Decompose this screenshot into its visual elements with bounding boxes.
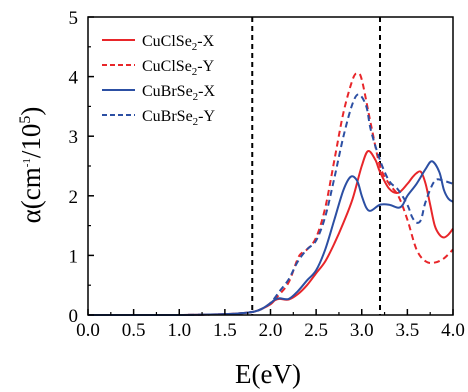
y-axis-title-mid: /10 bbox=[16, 124, 46, 159]
series-line-cuclse2-x bbox=[88, 150, 454, 317]
y-axis-title-prefix: α(cm bbox=[16, 167, 46, 223]
legend-label-base: CuClSe bbox=[142, 58, 192, 75]
y-tick-label: 3 bbox=[69, 127, 79, 148]
series-layer bbox=[88, 72, 454, 317]
x-tick-label: 2.5 bbox=[304, 320, 328, 341]
legend-label-base: CuBrSe bbox=[142, 83, 193, 100]
legend-label-sub: 2 bbox=[193, 91, 199, 103]
y-axis-title-suffix: ) bbox=[16, 107, 46, 116]
legend-label-sub: 2 bbox=[192, 66, 198, 78]
y-tick-label: 2 bbox=[69, 187, 79, 208]
series-line-cubrse2-y bbox=[88, 93, 454, 317]
x-tick-label: 0.5 bbox=[122, 320, 146, 341]
legend-label-cubrse2-x: CuBrSe2-X bbox=[142, 83, 216, 103]
x-tick-label: 2.0 bbox=[259, 320, 283, 341]
legend-label-tail: -X bbox=[198, 83, 215, 100]
y-tick-label: 5 bbox=[69, 8, 79, 29]
x-tick-label: 0.0 bbox=[76, 320, 100, 341]
y-axis-title-exp1: -1 bbox=[21, 158, 33, 167]
legend-label-tail: -Y bbox=[198, 108, 215, 125]
x-tick-label: 1.5 bbox=[213, 320, 237, 341]
legend-label-base: CuBrSe bbox=[142, 108, 193, 125]
x-tick-label: 3.0 bbox=[350, 320, 374, 341]
y-tick-label: 1 bbox=[69, 246, 79, 267]
x-tick-label: 4.0 bbox=[441, 320, 465, 341]
x-axis-title: E(eV) bbox=[235, 359, 301, 389]
legend-label-base: CuClSe bbox=[142, 33, 192, 50]
y-axis-title-exp2: 5 bbox=[17, 116, 34, 124]
series-line-cubrse2-x bbox=[88, 160, 454, 317]
x-tick-label: 3.5 bbox=[396, 320, 420, 341]
y-axis-title: α(cm-1/105) bbox=[16, 107, 46, 224]
legend-label-tail: -X bbox=[197, 33, 214, 50]
x-tick-label: 1.0 bbox=[167, 320, 191, 341]
legend-label-sub: 2 bbox=[193, 116, 199, 128]
legend-label-sub: 2 bbox=[192, 41, 198, 53]
legend-label-tail: -Y bbox=[197, 58, 214, 75]
y-axis-ticks: 0 1 2 3 4 5 bbox=[69, 8, 94, 327]
y-tick-label: 0 bbox=[69, 306, 79, 327]
x-axis-ticks: 0.0 0.5 1.0 1.5 2.0 2.5 3.0 3.5 4.0 bbox=[76, 309, 465, 341]
y-tick-label: 4 bbox=[69, 68, 79, 89]
legend-label-cubrse2-y: CuBrSe2-Y bbox=[142, 108, 216, 128]
legend-label-cuclse2-x: CuClSe2-X bbox=[142, 33, 215, 53]
legend-label-cuclse2-y: CuClSe2-Y bbox=[142, 58, 215, 78]
